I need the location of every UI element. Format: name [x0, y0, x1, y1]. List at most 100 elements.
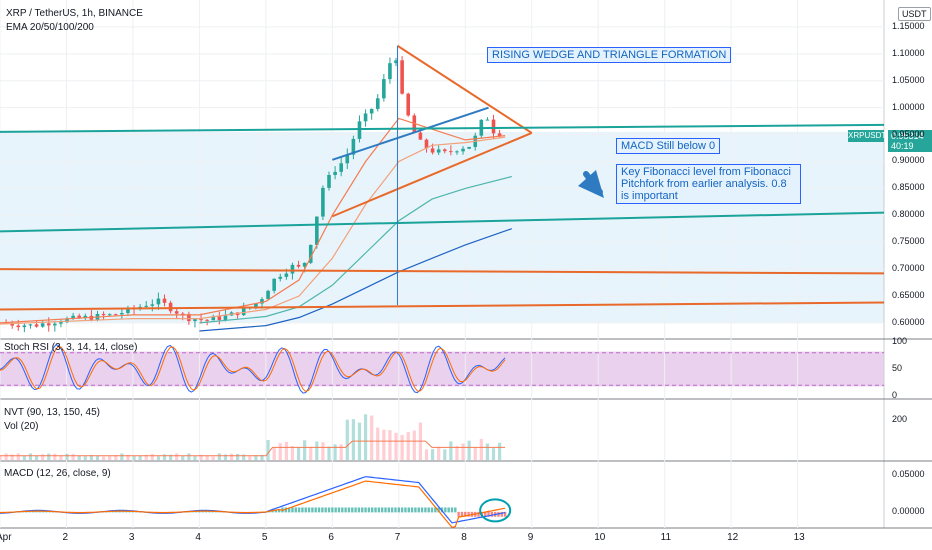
nvt-legend: NVT (90, 13, 150, 45) — [4, 407, 100, 418]
macd-histogram-bar — [400, 507, 404, 513]
macd-histogram-bar — [301, 507, 304, 513]
candle-body — [284, 273, 289, 277]
y-tick-label: 1.00000 — [892, 101, 925, 112]
macd-histogram-bar — [347, 507, 351, 513]
candle-body — [10, 323, 14, 326]
y-tick-label: 0.90000 — [892, 155, 925, 166]
candle-body — [40, 323, 45, 327]
drawing-level — [0, 301, 885, 311]
y-tick-label: 0.65000 — [892, 290, 925, 301]
volume-bar — [479, 439, 483, 460]
candle-body — [272, 278, 276, 291]
drawing-channel-top — [0, 123, 885, 133]
drawing-level — [0, 268, 885, 275]
macd-histogram-bar — [464, 511, 467, 517]
candle-body — [382, 79, 386, 99]
macd-histogram-bar — [414, 507, 417, 513]
volume-bar — [199, 454, 203, 460]
y-tick-label: 0.80000 — [892, 209, 925, 220]
candle-body — [144, 305, 149, 307]
volume-bar — [10, 454, 14, 460]
candle-body — [53, 323, 57, 326]
fib-note[interactable]: Key Fibonacci level from Fibonacci Pitch… — [616, 164, 801, 204]
macd-histogram-bar — [344, 507, 347, 513]
volume-bar — [77, 455, 81, 460]
volume-bar — [467, 440, 471, 460]
currency-badge[interactable]: USDT — [898, 7, 931, 21]
volume-bar — [150, 454, 154, 460]
volume-bar — [498, 442, 502, 460]
candle-body — [77, 315, 82, 318]
macd-histogram-bar — [397, 507, 400, 513]
candle-body — [193, 319, 197, 322]
macd-histogram-bar — [437, 507, 440, 513]
volume-bar — [473, 447, 477, 460]
macd-histogram-bar — [484, 511, 487, 517]
macd-histogram-bar — [291, 507, 294, 513]
volume-bar — [449, 441, 453, 460]
candle-body — [357, 121, 362, 139]
macd-histogram-bar — [390, 507, 394, 513]
candle-body — [150, 304, 155, 306]
volume-bar — [339, 444, 343, 460]
macd-histogram-bar — [367, 507, 371, 513]
candle-body — [467, 146, 471, 149]
macd-histogram-bar — [410, 507, 414, 513]
candle-body — [290, 264, 295, 274]
macd-histogram-bar — [447, 507, 450, 513]
title-annotation[interactable]: RISING WEDGE AND TRIANGLE FORMATION — [487, 47, 732, 63]
ema-line — [0, 136, 506, 325]
macd-histogram-bar — [294, 507, 297, 513]
macd-histogram-bar — [467, 511, 470, 517]
macd-histogram-bar — [297, 507, 301, 513]
volume-bar — [394, 432, 398, 460]
macd-histogram-bar — [304, 507, 307, 513]
volume-bar — [65, 453, 69, 460]
volume-bar — [333, 444, 337, 460]
x-tick-label: 2 — [62, 532, 69, 543]
volume-bar — [376, 427, 380, 460]
stoch-tick-label: 50 — [892, 363, 903, 373]
macd-histogram-bar — [424, 507, 427, 513]
candle-body — [187, 313, 191, 322]
volume-bar — [229, 453, 234, 460]
macd-tick-label: 0.00000 — [892, 505, 925, 516]
candle-body — [345, 154, 350, 164]
candle-body — [327, 174, 331, 188]
volume-bar — [217, 453, 221, 460]
macd-note[interactable]: MACD Still below 0 — [616, 138, 721, 154]
volume-bar — [406, 432, 410, 460]
macd-histogram-bar — [454, 507, 457, 513]
volume-bar — [16, 453, 20, 460]
volume-bar — [47, 453, 51, 460]
macd-histogram-bar — [331, 507, 334, 513]
volume-bar — [260, 454, 264, 460]
volume-ma-line — [0, 440, 506, 457]
volume-bar — [455, 445, 459, 460]
candle-body — [16, 325, 21, 328]
volume-bar — [187, 453, 191, 460]
volume-bar — [181, 455, 185, 460]
macd-histogram-bar — [364, 507, 367, 513]
macd-highlight-circle — [479, 498, 512, 523]
stoch-tick-label: 100 — [892, 336, 908, 346]
candle-body — [83, 315, 88, 318]
volume-bar — [144, 454, 148, 460]
x-tick-label: 6 — [328, 532, 334, 543]
macd-histogram-bar — [204, 511, 208, 513]
candle-body — [321, 187, 325, 217]
macd-histogram-bar — [201, 511, 204, 513]
candle-body — [485, 119, 490, 121]
macd-histogram-bar — [394, 507, 397, 513]
volume-bar — [491, 448, 496, 460]
candle-body — [217, 316, 222, 320]
volume-bar — [205, 456, 209, 460]
volume-bar — [120, 453, 124, 460]
volume-bar — [71, 453, 75, 460]
macd-signal-line — [0, 480, 506, 528]
vol-tick-label: 200 — [892, 414, 908, 424]
candle-body — [113, 314, 118, 316]
candle-body — [223, 315, 228, 320]
